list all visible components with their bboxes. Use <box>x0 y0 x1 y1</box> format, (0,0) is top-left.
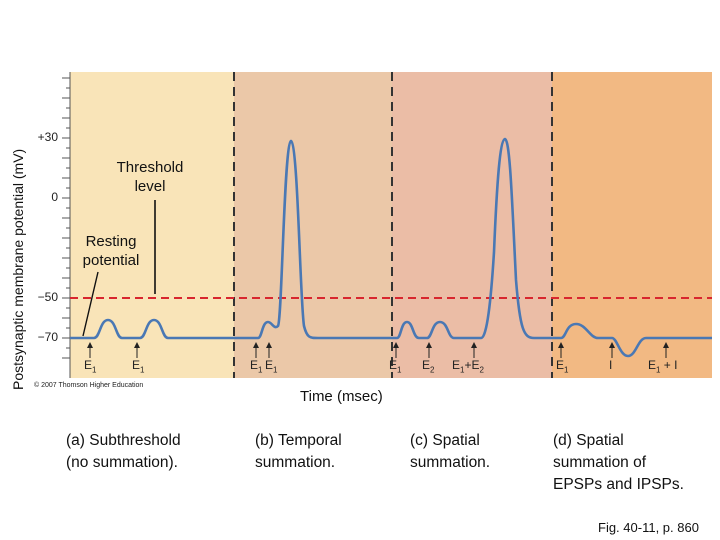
stimulus-arrowhead-6 <box>426 342 432 348</box>
caption-a: (a) Subthreshold (no summation). <box>66 432 181 471</box>
panel-background-a <box>70 72 234 378</box>
stimulus-label-10: E1 + I <box>648 358 677 374</box>
stimulus-label-tail: + I <box>660 358 678 372</box>
stimulus-label-subscript: 1 <box>564 365 569 375</box>
stimulus-arrowhead-2 <box>134 342 140 348</box>
stimulus-label-6: E2 <box>422 358 434 374</box>
stimulus-label-subscript: 1 <box>92 365 97 375</box>
caption-b: (b) Temporal summation. <box>255 432 342 471</box>
y-axis-label: Postsynaptic membrane potential (mV) <box>10 148 26 390</box>
stimulus-label-4: E1 <box>265 358 277 374</box>
stimulus-label-text: E <box>132 358 141 372</box>
panel-background-d <box>552 72 712 378</box>
copyright-notice: © 2007 Thomson Higher Education <box>34 382 144 389</box>
stimulus-label-text: E <box>556 358 565 372</box>
caption-d: (d) Spatial summation of EPSPs and IPSPs… <box>553 432 684 493</box>
stimulus-arrowhead-10 <box>663 342 669 348</box>
stimulus-label-subscript: 1 <box>273 365 278 375</box>
stimulus-arrowhead-4 <box>266 342 272 348</box>
stimulus-arrowhead-3 <box>253 342 259 348</box>
resting-callout-line <box>82 271 99 337</box>
stimulus-label-2: E1 <box>132 358 144 374</box>
stimulus-label-subscript: 1 <box>258 365 263 375</box>
stimulus-arrowhead-7 <box>471 342 477 348</box>
stimulus-label-text: E <box>422 358 431 372</box>
x-axis-label: Time (msec) <box>300 388 383 405</box>
threshold-callout: Threshold level <box>116 159 184 195</box>
stimulus-arrowhead-1 <box>87 342 93 348</box>
stimulus-label-subscript: 1 <box>656 365 661 375</box>
stimulus-label-text: E <box>265 358 274 372</box>
stimulus-arrowhead-5 <box>393 342 399 348</box>
stimulus-label-3: E1 <box>250 358 262 374</box>
stimulus-arrowhead-9 <box>609 342 615 348</box>
resting-potential-callout: Resting potential <box>82 233 140 269</box>
caption-c: (c) Spatial summation. <box>410 432 491 471</box>
stimulus-label-text: E <box>648 358 657 372</box>
stimulus-label-text: E <box>389 358 398 372</box>
stimulus-label-9: I <box>609 358 612 372</box>
stimulus-label-tail: +E <box>464 358 480 372</box>
figure-reference: Fig. 40-11, p. 860 <box>598 520 699 535</box>
panel-background-c <box>392 72 552 378</box>
y-tick-label: +30 <box>37 130 58 144</box>
stimulus-label-text: E <box>250 358 259 372</box>
stimulus-arrowhead-8 <box>558 342 564 348</box>
stimulus-label-subscript: 1 <box>460 365 465 375</box>
stimulus-label-8: E1 <box>556 358 568 374</box>
stimulus-label-subscript: 1 <box>140 365 145 375</box>
panel-background-b <box>234 72 392 378</box>
stimulus-label-subscript: 1 <box>397 365 402 375</box>
stimulus-label-text: E <box>84 358 93 372</box>
stimulus-label-1: E1 <box>84 358 96 374</box>
stimulus-label-tail-subscript: 2 <box>479 365 484 375</box>
stimulus-label-text: E <box>452 358 461 372</box>
membrane-potential-trace <box>70 137 712 358</box>
y-tick-label: −70 <box>37 330 58 344</box>
stimulus-label-5: E1 <box>389 358 401 374</box>
stimulus-label-subscript: 2 <box>430 365 435 375</box>
y-tick-label: 0 <box>51 190 58 204</box>
stimulus-label-text: I <box>609 358 613 372</box>
stimulus-label-7: E1+E2 <box>452 358 484 374</box>
y-tick-label: −50 <box>37 290 58 304</box>
